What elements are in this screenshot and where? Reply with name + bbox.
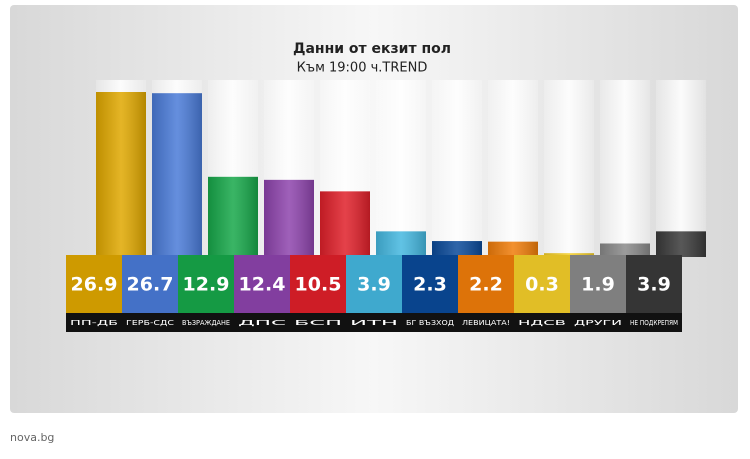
value-label: 1.9 [581, 274, 615, 296]
chart-title: Данни от екзит пол [293, 41, 451, 57]
source: nova.bg [10, 431, 54, 444]
front-box [570, 255, 626, 313]
bar-shade [376, 231, 426, 257]
x-tick-label: ЛЕВИЦАТА! [462, 319, 510, 327]
x-tick-label: НЕ ПОДКРЕПЯМ [630, 319, 678, 327]
x-tick-label: ГЕРБ-СДС [126, 319, 174, 327]
value-label: 10.5 [295, 274, 342, 296]
front-box [122, 255, 178, 313]
x-tick-label: ДПС [238, 319, 286, 327]
bar-shade [96, 92, 146, 257]
bar-shade [320, 191, 370, 257]
column-bg [432, 80, 482, 255]
front-shade [402, 255, 458, 313]
bar-shade [488, 241, 538, 257]
front-box [178, 255, 234, 313]
front-box [514, 255, 570, 313]
value-label: 2.2 [469, 274, 503, 296]
x-tick-label: ПП-ДБ [70, 319, 118, 327]
bar-shade [656, 231, 706, 257]
front-box [458, 255, 514, 313]
front-shade [346, 255, 402, 313]
front-shade [458, 255, 514, 313]
x-tick-label: НДСВ [518, 319, 566, 327]
front-box [626, 255, 682, 313]
front-box [234, 255, 290, 313]
bar-shade [264, 179, 314, 257]
value-label: 26.9 [71, 274, 118, 296]
front-shade [290, 255, 346, 313]
front-box [66, 255, 122, 313]
column-bg [600, 80, 650, 255]
front-box [290, 255, 346, 313]
bar-shade [600, 243, 650, 257]
chart-subtitle: Към 19:00 ч.TREND [297, 61, 428, 76]
front-box [402, 255, 458, 313]
x-tick-label: ВЪЗРАЖДАНЕ [182, 319, 230, 327]
x-tick-label: ИТН [350, 319, 398, 327]
bar-shade [432, 241, 482, 257]
x-tick-label: БСП [294, 319, 342, 327]
value-label: 0.3 [525, 274, 559, 296]
front-shade [514, 255, 570, 313]
value-label: 26.7 [127, 274, 174, 296]
label-strip [66, 313, 682, 332]
bar-shade [152, 93, 202, 257]
x-tick-label: БГ ВЪЗХОД [406, 319, 455, 327]
column-bg [656, 80, 706, 255]
value-label: 3.9 [357, 274, 391, 296]
column-bg [376, 80, 426, 255]
front-shade [626, 255, 682, 313]
front-shade [234, 255, 290, 313]
front-shade [570, 255, 626, 313]
front-shade [66, 255, 122, 313]
column-bg [544, 80, 594, 255]
front-shade [178, 255, 234, 313]
column-bg [488, 80, 538, 255]
value-label: 12.4 [239, 274, 286, 296]
x-tick-label: ДРУГИ [574, 319, 622, 327]
value-label: 3.9 [637, 274, 671, 296]
value-label: 12.9 [183, 274, 230, 296]
front-box [346, 255, 402, 313]
value-label: 2.3 [413, 274, 447, 296]
front-shade [122, 255, 178, 313]
bar-shade [208, 176, 258, 257]
